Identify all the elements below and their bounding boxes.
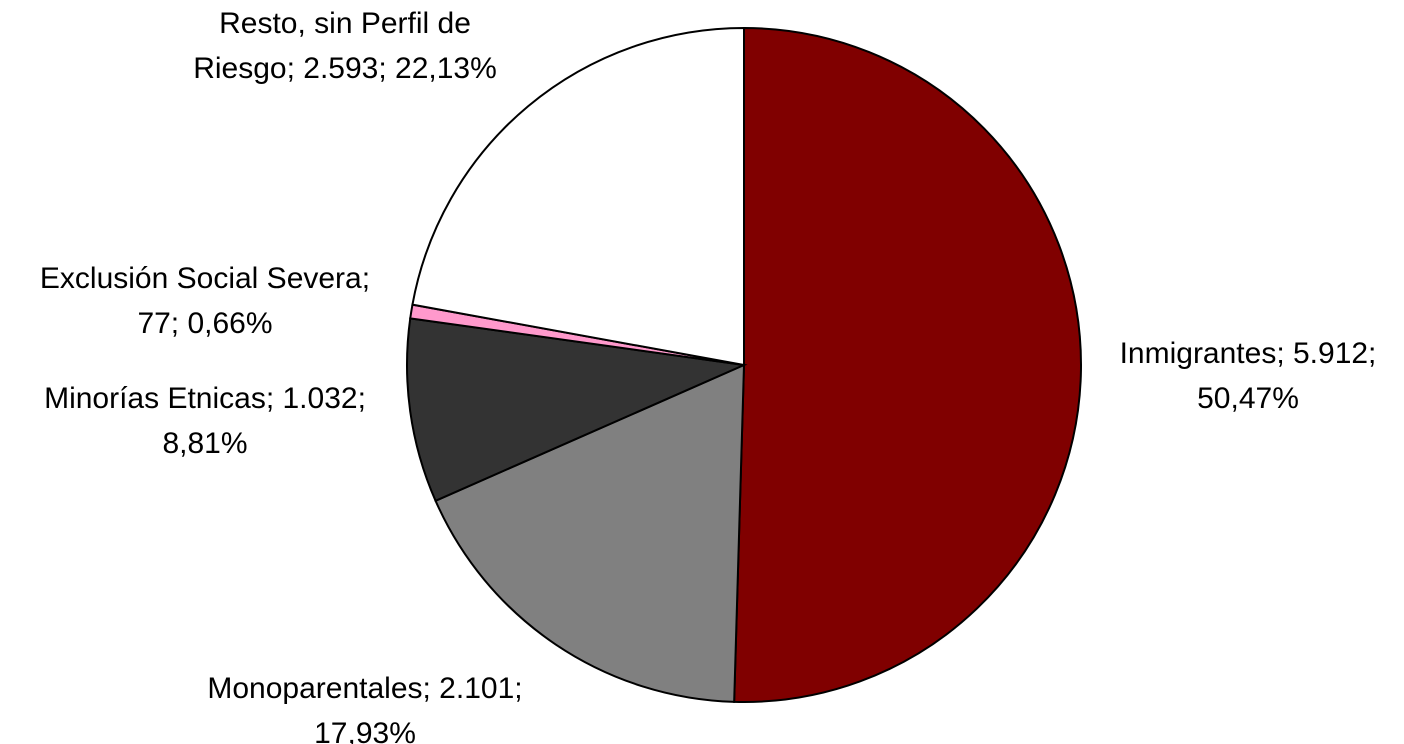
data-label: 50,47% <box>1197 382 1299 415</box>
data-label: 8,81% <box>162 427 247 460</box>
pie-slice <box>406 317 748 503</box>
data-label: 17,93% <box>314 717 416 744</box>
data-label: Resto, sin Perfil de <box>219 7 471 40</box>
data-label: 77; 0,66% <box>137 307 272 340</box>
pie-slice <box>434 363 746 703</box>
data-label: Inmigrantes; 5.912; <box>1120 337 1377 370</box>
data-label: Minorías Etnicas; 1.032; <box>44 382 366 415</box>
data-label: Riesgo; 2.593; 22,13% <box>193 52 497 85</box>
pie-slice <box>733 26 1082 703</box>
pie-slice <box>411 26 745 367</box>
data-label: Monoparentales; 2.101; <box>207 672 522 705</box>
data-label: Exclusión Social Severa; <box>40 262 370 295</box>
